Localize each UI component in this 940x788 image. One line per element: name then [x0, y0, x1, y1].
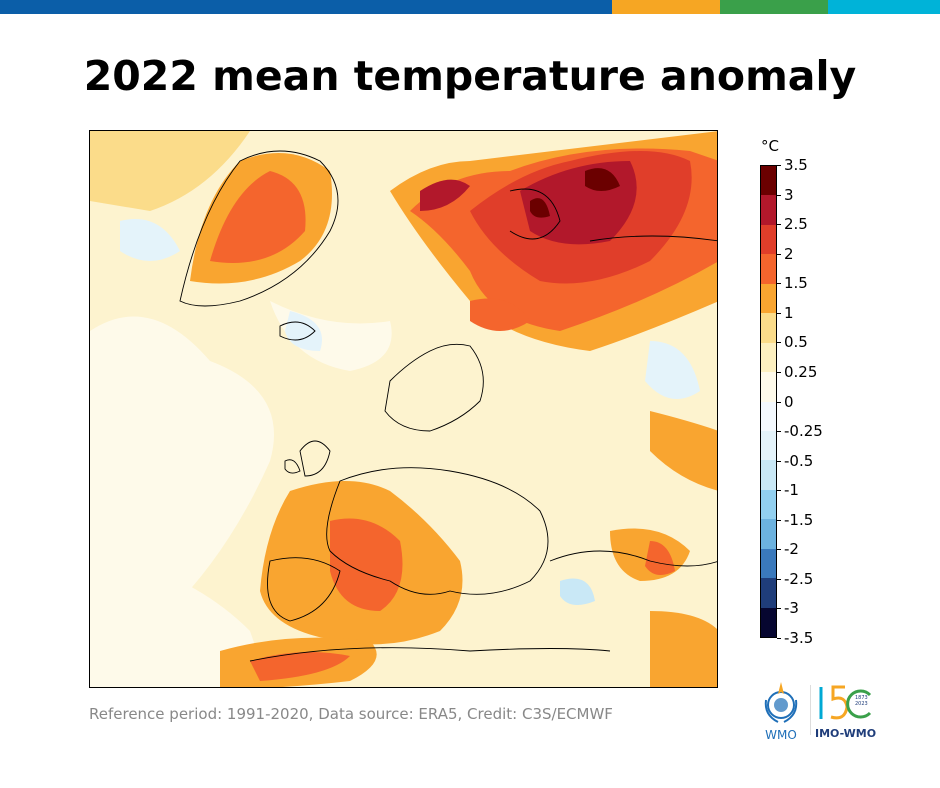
colorbar-label: 0.5 — [784, 333, 808, 352]
colorbar-label: -0.5 — [784, 451, 814, 470]
colorbar-label: -0.25 — [784, 422, 823, 441]
logo-divider — [810, 685, 811, 735]
imo-wmo-150-logo: 1873 2023 IMO-WMO — [815, 683, 885, 743]
colorbar-tick — [777, 224, 781, 226]
brand-stripe-green — [720, 0, 828, 14]
credit-text: Reference period: 1991-2020, Data source… — [89, 705, 613, 723]
colorbar-label: -2 — [784, 540, 799, 559]
colorbar-tick — [777, 608, 781, 610]
colorbar-tick — [777, 638, 781, 639]
brand-stripe-cyan — [828, 0, 940, 14]
colorbar-label: 2 — [784, 244, 794, 263]
colorbar-bin — [761, 254, 776, 284]
colorbar-bin — [761, 372, 776, 402]
colorbar-label: 0 — [784, 392, 794, 411]
colorbar-unit: °C — [761, 137, 779, 155]
wmo-logo: WMO — [760, 680, 802, 742]
colorbar-tick — [777, 549, 781, 551]
colorbar-bin — [761, 519, 776, 549]
logo-years: 1873 2023 — [855, 695, 868, 707]
colorbar-bin — [761, 313, 776, 343]
brand-stripe-orange — [612, 0, 720, 14]
colorbar-bin — [761, 578, 776, 608]
colorbar-tick — [777, 431, 781, 433]
colorbar-label: 1 — [784, 303, 794, 322]
colorbar-bin — [761, 489, 776, 520]
colorbar-tick — [777, 312, 781, 314]
imo-wmo-text: IMO-WMO — [815, 727, 877, 740]
colorbar-bin — [761, 195, 776, 225]
colorbar-bin — [761, 342, 776, 373]
colorbar-bin — [761, 607, 776, 637]
colorbar-tick — [777, 253, 781, 255]
colorbar-tick — [777, 165, 781, 166]
colorbar-label: -3 — [784, 599, 799, 618]
colorbar-tick — [777, 460, 781, 462]
colorbar-bin — [761, 166, 776, 196]
colorbar-label: -3.5 — [784, 629, 814, 647]
colorbar-tick — [777, 578, 781, 580]
colorbar-bin — [761, 401, 776, 431]
anomaly-map — [89, 130, 718, 688]
colorbar-tick — [777, 519, 781, 521]
colorbar-tick — [777, 283, 781, 285]
colorbar-label: -2.5 — [784, 569, 814, 588]
colorbar-bin — [761, 430, 776, 461]
colorbar-tick — [777, 371, 781, 373]
wmo-logo-text: WMO — [765, 728, 797, 742]
colorbar-bin — [761, 224, 776, 255]
colorbar-tick — [777, 401, 781, 403]
colorbar-bin — [761, 548, 776, 579]
brand-stripe-blue — [0, 0, 612, 14]
colorbar-label: 2.5 — [784, 215, 808, 234]
colorbar-tick — [777, 490, 781, 492]
colorbar-label: 3 — [784, 185, 794, 204]
colorbar-tick — [777, 194, 781, 196]
colorbar-label: 0.25 — [784, 362, 818, 381]
colorbar-bin — [761, 460, 776, 490]
colorbar-bin — [761, 283, 776, 314]
colorbar-label: 1.5 — [784, 274, 808, 293]
colorbar-label: -1.5 — [784, 510, 814, 529]
colorbar-tick — [777, 342, 781, 344]
colorbar — [760, 165, 777, 638]
colorbar-label: 3.5 — [784, 156, 808, 174]
page-title: 2022 mean temperature anomaly — [83, 52, 857, 100]
colorbar-label: -1 — [784, 481, 799, 500]
